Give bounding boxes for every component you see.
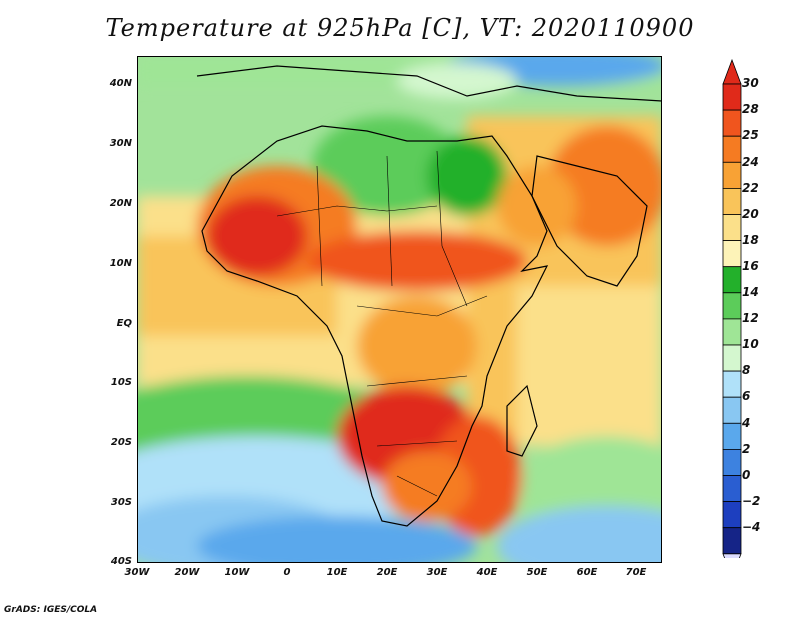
colorbar-swatch <box>722 344 742 372</box>
lon-label: 30W <box>124 567 150 578</box>
colorbar-label: 22 <box>742 181 759 195</box>
lat-label: 20S <box>110 437 132 448</box>
lat-label: 40N <box>109 78 132 89</box>
colorbar-label: 6 <box>742 389 751 403</box>
lon-label: 40E <box>476 567 498 578</box>
lon-label: 10E <box>326 567 348 578</box>
colorbar-swatch <box>722 527 742 555</box>
colorbar-label: 12 <box>742 311 759 325</box>
lon-label: 20E <box>376 567 398 578</box>
lon-label: 30E <box>426 567 448 578</box>
temperature-map <box>137 56 662 563</box>
colorbar-top-arrow <box>722 58 742 85</box>
colorbar-swatch <box>722 214 742 242</box>
colorbar-swatch <box>722 448 742 476</box>
colorbar-swatch <box>722 135 742 163</box>
lon-label: 70E <box>625 567 647 578</box>
colorbar-swatch <box>722 109 742 137</box>
lon-label: 0 <box>283 567 291 578</box>
lat-label: 10S <box>110 377 132 388</box>
colorbar-label: 14 <box>742 285 759 299</box>
colorbar-swatch <box>722 266 742 294</box>
colorbar-bottom-arrow <box>722 553 742 558</box>
lat-label: 40S <box>110 556 132 567</box>
colorbar-label: 20 <box>742 207 759 221</box>
colorbar <box>722 58 742 558</box>
colorbar-label: −4 <box>742 520 761 534</box>
colorbar-swatch <box>722 475 742 503</box>
colorbar-swatch <box>722 161 742 189</box>
lat-label: 30N <box>109 138 132 149</box>
colorbar-swatch <box>722 370 742 398</box>
colorbar-swatch <box>722 292 742 320</box>
colorbar-label: 28 <box>742 102 759 116</box>
lon-label: 50E <box>526 567 548 578</box>
colorbar-label: 16 <box>742 259 759 273</box>
credit-text: GrADS: IGES/COLA <box>4 605 98 615</box>
colorbar-label: 10 <box>742 337 759 351</box>
colorbar-label: 18 <box>742 233 759 247</box>
colorbar-swatch <box>722 422 742 450</box>
colorbar-label: 8 <box>742 363 751 377</box>
colorbar-label: 4 <box>742 416 751 430</box>
lat-label: 10N <box>109 258 132 269</box>
colorbar-label: 24 <box>742 155 759 169</box>
map-title: Temperature at 925hPa [C], VT: 202011090… <box>105 14 695 42</box>
colorbar-label: 0 <box>742 468 751 482</box>
lat-label: 30S <box>110 497 132 508</box>
lon-label: 60E <box>576 567 598 578</box>
lon-label: 20W <box>174 567 200 578</box>
lat-label: EQ <box>116 318 132 329</box>
colorbar-swatch <box>722 396 742 424</box>
colorbar-swatch <box>722 501 742 529</box>
colorbar-swatch <box>722 83 742 111</box>
colorbar-swatch <box>722 318 742 346</box>
lon-label: 10W <box>224 567 250 578</box>
lat-label: 20N <box>109 198 132 209</box>
colorbar-label: −2 <box>742 494 761 508</box>
colorbar-swatch <box>722 187 742 215</box>
colorbar-label: 2 <box>742 442 751 456</box>
colorbar-label: 25 <box>742 128 759 142</box>
colorbar-swatch <box>722 240 742 268</box>
colorbar-label: 30 <box>742 76 759 90</box>
